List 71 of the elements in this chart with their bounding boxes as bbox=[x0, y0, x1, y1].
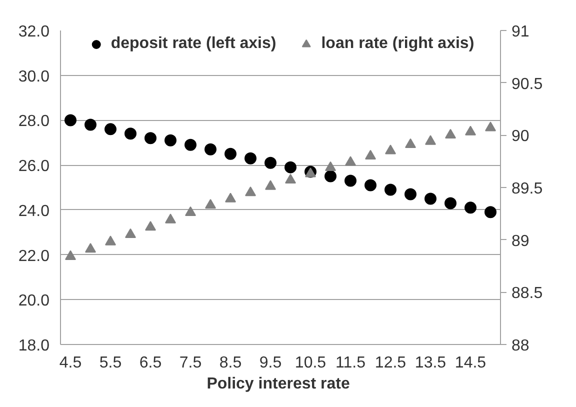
point bbox=[185, 206, 196, 216]
x-tick-label: 4.5 bbox=[59, 354, 82, 372]
point bbox=[285, 174, 296, 184]
point bbox=[105, 236, 116, 246]
y-tick-label: 24.0 bbox=[18, 202, 50, 220]
y-tick-label: 22.0 bbox=[18, 248, 50, 265]
point bbox=[184, 138, 196, 151]
x-axis-title: Policy interest rate bbox=[206, 376, 350, 392]
x-tick-label: 5.5 bbox=[99, 354, 122, 372]
point bbox=[344, 174, 356, 187]
point bbox=[385, 144, 396, 154]
point bbox=[484, 206, 496, 218]
y-tick-label: 30.0 bbox=[18, 68, 50, 86]
point bbox=[244, 152, 256, 164]
point bbox=[145, 221, 156, 231]
point bbox=[404, 188, 416, 200]
x-tick-label: 8.5 bbox=[219, 354, 242, 372]
y2-tick-label: 89 bbox=[512, 232, 530, 250]
point bbox=[424, 192, 436, 205]
point bbox=[445, 128, 456, 139]
point bbox=[365, 150, 376, 160]
point bbox=[465, 126, 476, 136]
point bbox=[64, 114, 76, 126]
point bbox=[205, 199, 216, 209]
point bbox=[345, 156, 356, 166]
legend-label: deposit rate (left axis) bbox=[110, 35, 276, 53]
point bbox=[225, 192, 236, 202]
point bbox=[384, 184, 396, 196]
point bbox=[124, 128, 136, 140]
y-tick-label: 18.0 bbox=[18, 338, 50, 354]
point bbox=[65, 250, 76, 260]
y-tick-label: 28.0 bbox=[18, 113, 50, 130]
point bbox=[485, 122, 496, 132]
y2-tick-label: 90 bbox=[512, 128, 530, 146]
point bbox=[245, 186, 256, 196]
point bbox=[165, 214, 176, 224]
y2-tick-label: 88 bbox=[512, 338, 530, 354]
point bbox=[324, 170, 336, 182]
x-tick-label: 13.5 bbox=[414, 354, 446, 372]
x-tick-label: 6.5 bbox=[139, 354, 162, 372]
point bbox=[325, 161, 336, 171]
point bbox=[444, 197, 456, 210]
y2-tick-label: 91 bbox=[512, 24, 530, 40]
point bbox=[425, 135, 436, 145]
x-tick-label: 12.5 bbox=[374, 354, 406, 372]
point bbox=[164, 134, 176, 146]
point bbox=[405, 138, 416, 148]
point bbox=[224, 148, 236, 160]
x-tick-label: 11.5 bbox=[336, 354, 366, 372]
x-tick-label: 7.5 bbox=[179, 354, 202, 372]
y-tick-label: 20.0 bbox=[18, 292, 50, 310]
point bbox=[364, 179, 376, 192]
x-tick-label: 14.5 bbox=[454, 354, 486, 372]
legend-label: loan rate (right axis) bbox=[321, 35, 474, 53]
x-tick-label: 10.5 bbox=[294, 354, 326, 372]
point bbox=[265, 180, 276, 190]
point bbox=[125, 228, 136, 238]
point bbox=[204, 143, 216, 156]
y2-tick-label: 89.5 bbox=[512, 180, 543, 198]
x-tick-label: 9.5 bbox=[259, 354, 282, 372]
point bbox=[144, 132, 156, 144]
point bbox=[104, 123, 116, 136]
point bbox=[264, 156, 276, 169]
point bbox=[84, 118, 96, 131]
point bbox=[85, 242, 96, 253]
y2-tick-label: 88.5 bbox=[512, 285, 543, 302]
y-tick-label: 26.0 bbox=[18, 158, 50, 176]
y-tick-label: 32.0 bbox=[18, 24, 50, 40]
point bbox=[464, 202, 476, 214]
y2-tick-label: 90.5 bbox=[512, 76, 543, 93]
point bbox=[284, 161, 296, 174]
